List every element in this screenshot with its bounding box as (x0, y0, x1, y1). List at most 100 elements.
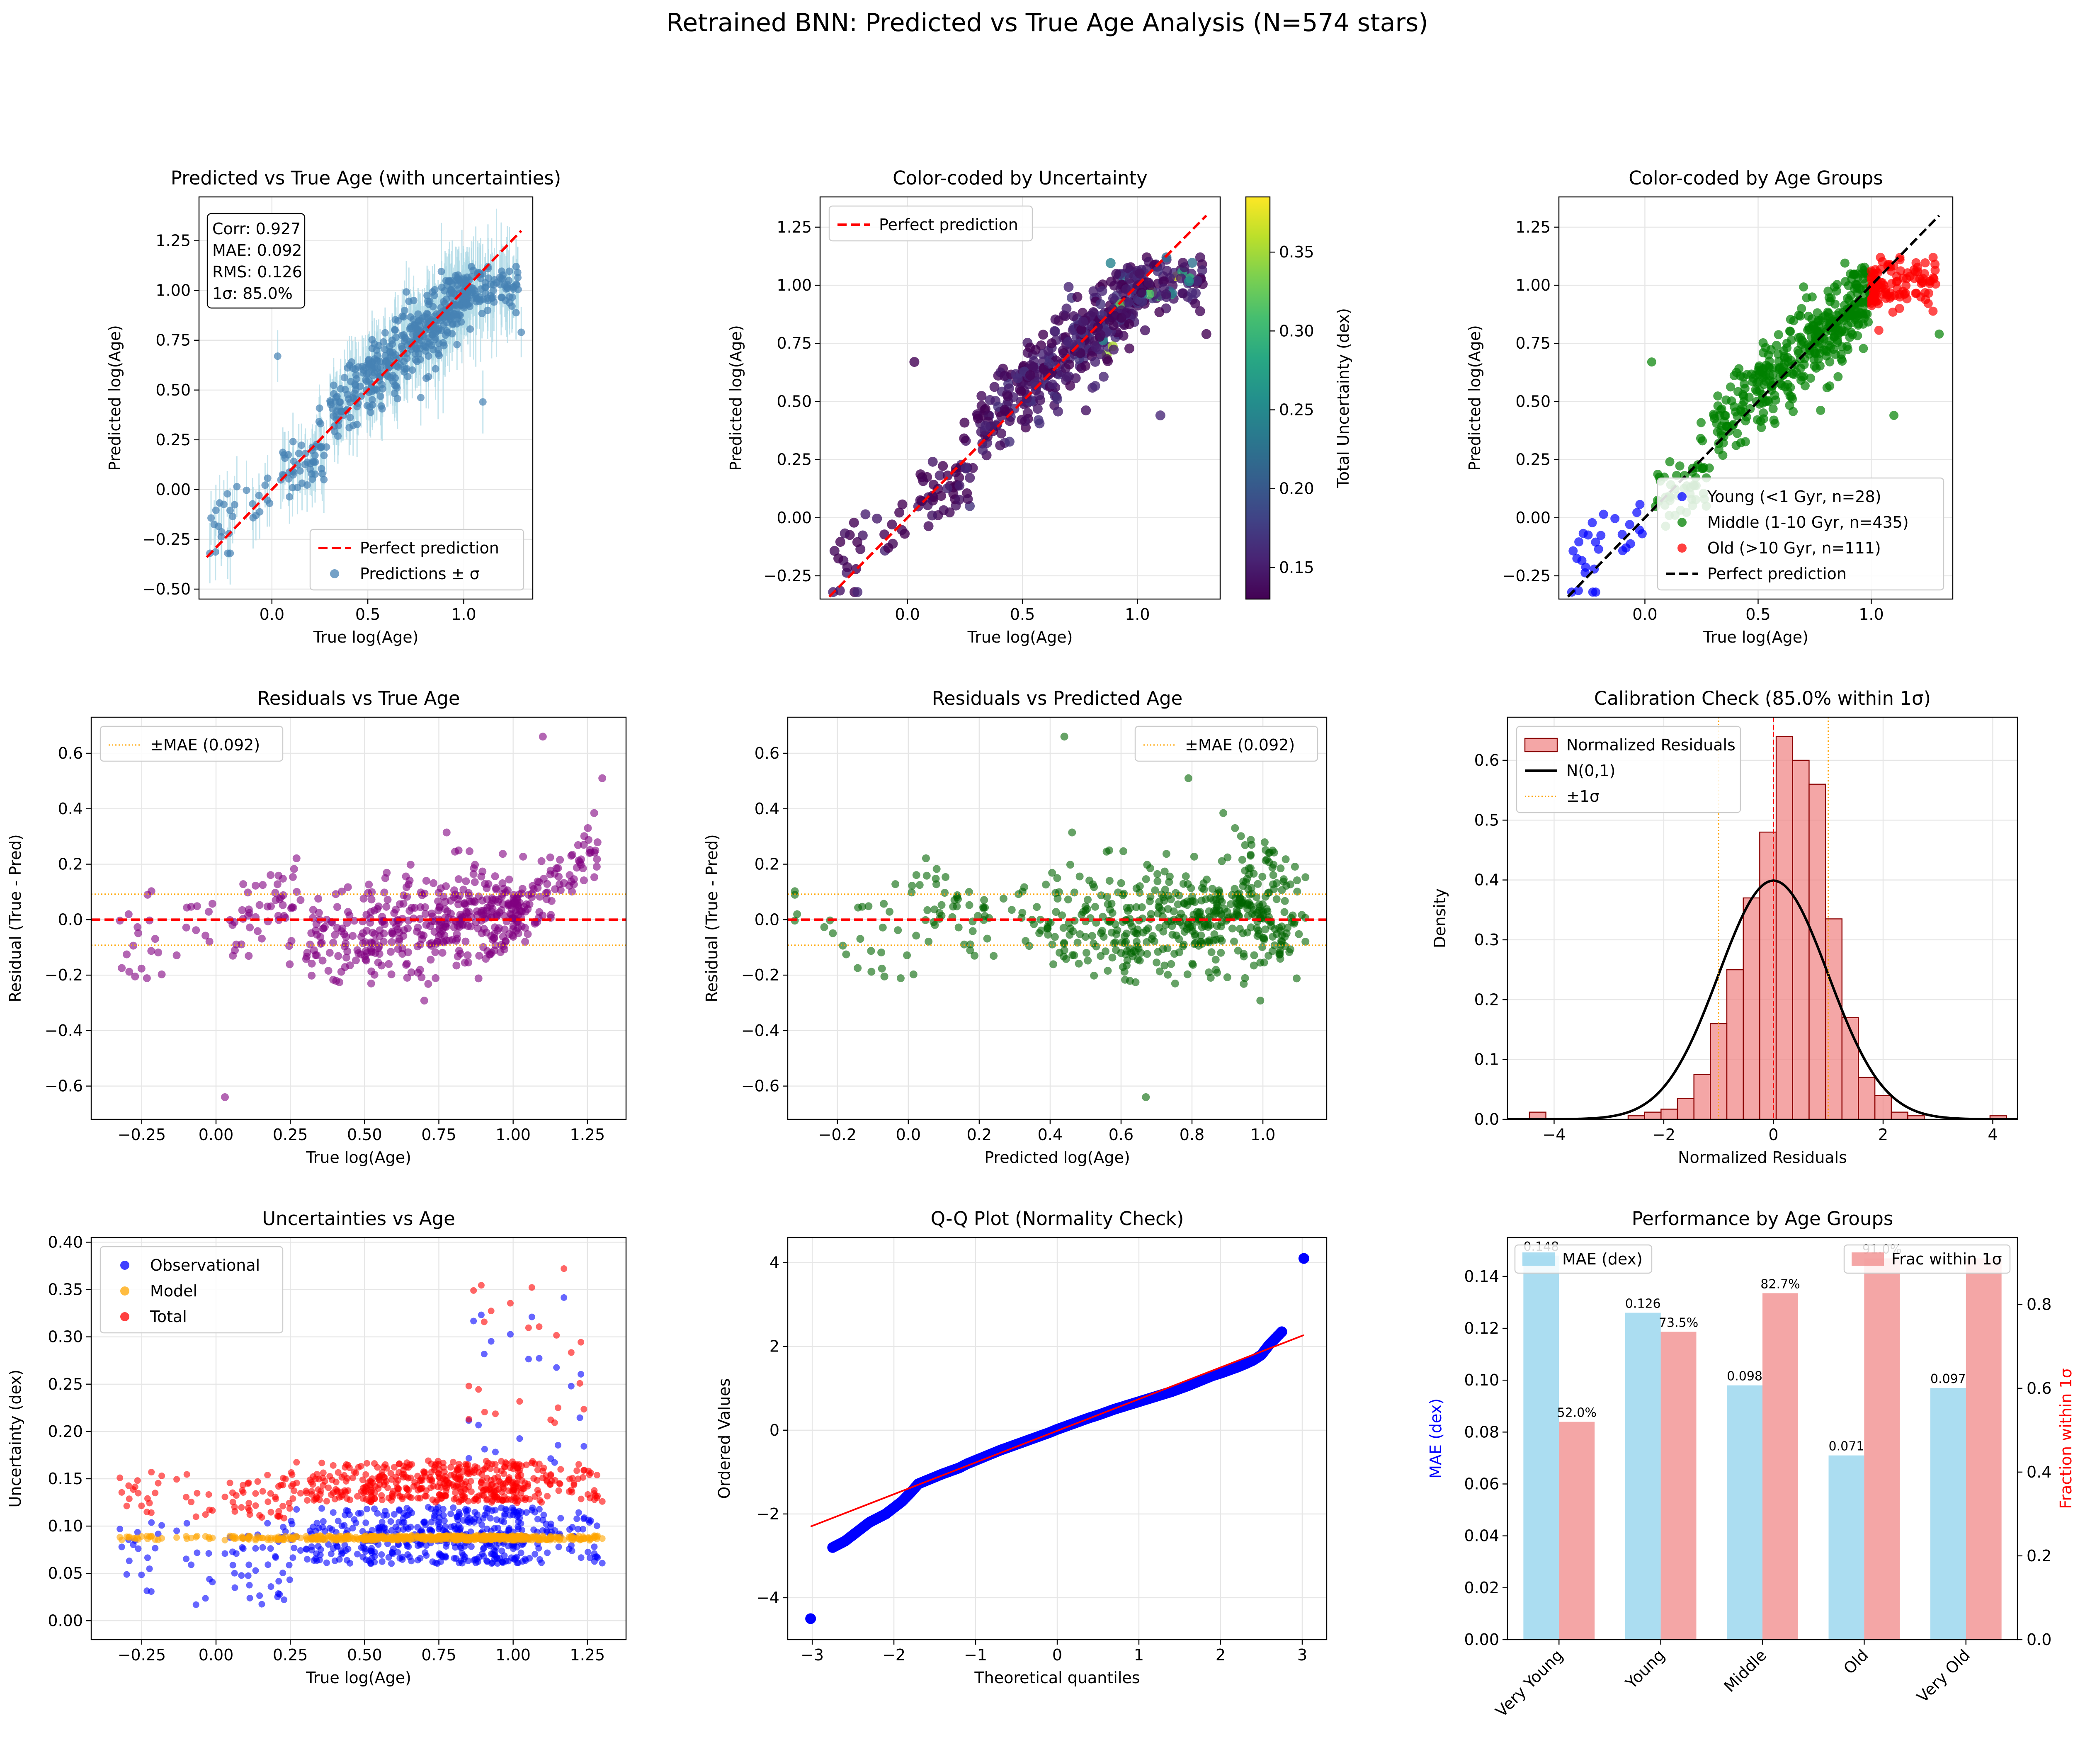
y-tick-label: 0.3 (1474, 931, 1499, 949)
observational-point (436, 1550, 443, 1557)
observational-point (503, 1507, 510, 1514)
plot-area (1567, 214, 1944, 598)
data-point (1055, 949, 1063, 957)
observational-point (568, 1542, 575, 1549)
data-point (1080, 361, 1090, 371)
data-point (349, 932, 357, 940)
data-point (1239, 929, 1247, 937)
data-point (402, 335, 410, 343)
data-point (925, 937, 933, 946)
data-point (435, 350, 442, 358)
data-point (1823, 286, 1833, 296)
y-tick-label: 0.50 (777, 392, 812, 410)
observational-point (281, 1596, 288, 1603)
data-point (1768, 404, 1778, 414)
data-point (1920, 288, 1930, 298)
observational-point (489, 1550, 496, 1558)
data-point (1078, 316, 1088, 327)
data-point (1088, 286, 1099, 296)
observational-point (457, 1543, 464, 1550)
data-point (482, 289, 490, 297)
observational-point (515, 1526, 522, 1533)
data-point (505, 876, 513, 884)
data-point (272, 896, 280, 904)
data-point (365, 881, 373, 889)
data-point (1853, 331, 1862, 340)
x-tick-label: −0.2 (818, 1126, 857, 1144)
data-point (1183, 901, 1192, 909)
data-point (1066, 861, 1074, 869)
data-point (1256, 997, 1265, 1005)
data-point (1245, 870, 1253, 878)
data-point (1811, 348, 1820, 358)
x-tick-label: 0.75 (421, 1126, 456, 1144)
data-point (961, 463, 971, 473)
data-point (556, 886, 565, 894)
data-point (312, 920, 320, 928)
data-point (338, 888, 346, 896)
data-point (437, 267, 445, 275)
data-point (353, 375, 361, 383)
data-point (246, 923, 254, 932)
data-point (833, 553, 844, 564)
data-point (917, 496, 927, 506)
data-point (466, 325, 474, 333)
observational-point (173, 1527, 180, 1534)
y-tick-label: −0.2 (741, 966, 779, 984)
data-point (965, 888, 973, 896)
data-point (517, 922, 526, 931)
data-point (364, 889, 372, 897)
data-point (425, 352, 432, 360)
data-point (1110, 939, 1118, 947)
x-axis-label: True log(Age) (1703, 628, 1808, 646)
y-tick-label: 0.0 (755, 910, 779, 929)
data-point (1713, 391, 1723, 401)
data-point (932, 865, 941, 873)
data-point (1153, 870, 1162, 878)
data-point (1175, 891, 1183, 900)
model-point (570, 1534, 578, 1541)
observational-point (553, 1364, 560, 1371)
data-point (452, 301, 460, 309)
data-point (367, 895, 376, 904)
model-point (275, 1536, 282, 1543)
data-point (990, 952, 998, 960)
data-point (918, 476, 928, 486)
observational-point (575, 1509, 582, 1516)
observational-point (205, 1550, 212, 1557)
observational-point (568, 1547, 575, 1554)
data-point (1119, 891, 1127, 899)
data-point (418, 891, 426, 899)
data-point (1617, 530, 1627, 539)
data-point (1022, 408, 1033, 418)
data-point (1109, 311, 1120, 321)
data-point (320, 923, 329, 931)
legend-label: Perfect prediction (879, 216, 1018, 234)
observational-point (194, 1549, 201, 1556)
x-tick-label: 0.5 (355, 605, 380, 624)
data-point (261, 481, 269, 489)
data-point (1893, 284, 1902, 294)
data-point (414, 923, 422, 932)
observational-point (578, 1371, 585, 1378)
data-point (308, 959, 316, 968)
observational-point (534, 1516, 541, 1523)
data-point (858, 903, 867, 911)
x-axis-label: True log(Age) (313, 628, 419, 646)
data-point (393, 395, 401, 403)
model-point (449, 1533, 456, 1541)
data-point (134, 929, 142, 937)
data-point (1286, 880, 1294, 888)
data-point (244, 888, 252, 897)
data-point (973, 413, 983, 424)
data-point (1049, 326, 1060, 336)
stats-box (206, 213, 306, 309)
model-point (554, 1534, 561, 1541)
data-point (232, 940, 240, 949)
data-point (403, 288, 410, 296)
observational-point (347, 1560, 354, 1567)
data-point (1248, 841, 1256, 849)
data-point (1005, 416, 1015, 426)
observational-point (138, 1571, 145, 1578)
data-point (1062, 372, 1072, 382)
